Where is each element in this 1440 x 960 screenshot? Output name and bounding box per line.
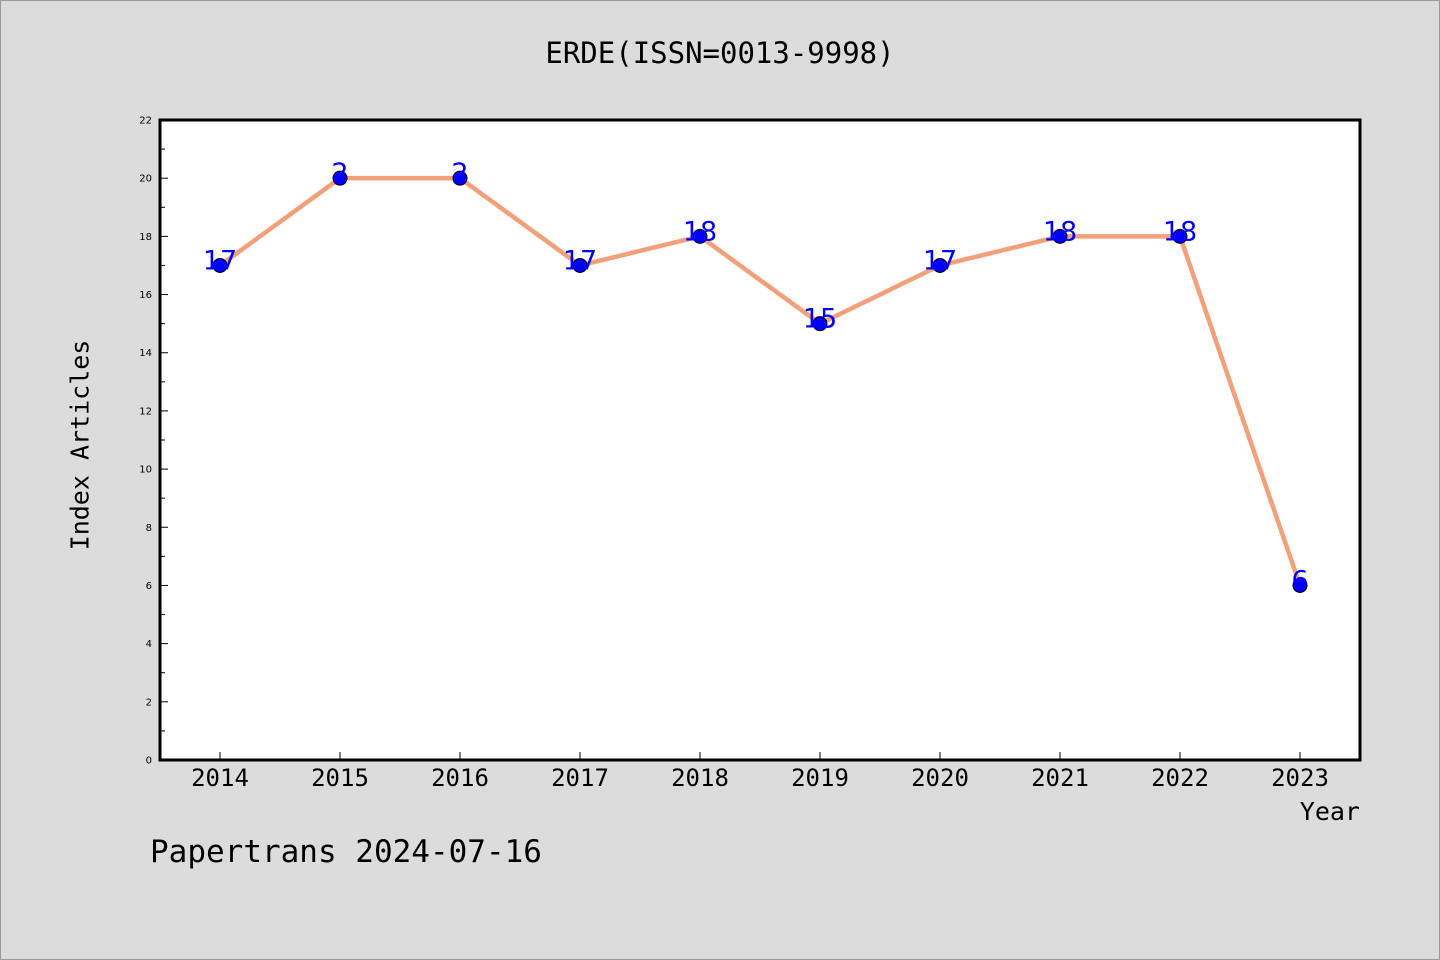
y-tick-label: 0 <box>146 756 152 767</box>
data-point <box>1292 577 1308 593</box>
y-tick-label: 4 <box>146 639 152 650</box>
x-tick-label: 2018 <box>671 764 729 792</box>
data-label: 17 <box>923 245 957 276</box>
data-point <box>572 257 588 273</box>
data-label: 2 <box>331 158 348 189</box>
y-tick-label: 10 <box>139 465 152 476</box>
y-tick-label: 20 <box>139 174 152 185</box>
data-point <box>812 316 828 332</box>
data-label: 18 <box>1043 216 1077 247</box>
data-label: 18 <box>1163 216 1197 247</box>
x-tick-label: 2023 <box>1271 764 1329 792</box>
x-tick-label: 2019 <box>791 764 849 792</box>
data-point <box>212 257 228 273</box>
y-tick-label: 12 <box>139 406 152 417</box>
data-label: 15 <box>803 304 837 335</box>
data-point <box>1172 228 1188 244</box>
y-tick-label: 8 <box>146 523 152 534</box>
x-tick-label: 2021 <box>1031 764 1089 792</box>
series-line <box>218 175 1303 587</box>
data-point <box>452 170 468 186</box>
data-point <box>692 228 708 244</box>
chart-title: ERDE(ISSN=0013-9998) <box>545 36 895 70</box>
data-label: 17 <box>563 245 597 276</box>
y-tick-label: 16 <box>139 290 152 301</box>
x-axis-label: Year <box>1299 797 1360 826</box>
y-tick-label: 2 <box>146 697 152 708</box>
data-point <box>932 257 948 273</box>
data-label: 18 <box>683 216 717 247</box>
data-label: 2 <box>451 158 468 189</box>
y-tick-label: 6 <box>146 581 152 592</box>
data-point <box>1052 228 1068 244</box>
plot-area <box>160 120 1360 760</box>
x-tick-label: 2022 <box>1151 764 1209 792</box>
y-tick-label: 18 <box>139 232 152 243</box>
plot-border <box>158 118 1362 762</box>
x-tick-label: 2016 <box>431 764 489 792</box>
x-tick-label: 2020 <box>911 764 969 792</box>
data-label: 6 <box>1291 565 1308 596</box>
x-tick-label: 2014 <box>191 764 249 792</box>
data-label: 17 <box>203 245 237 276</box>
y-tick-label: 22 <box>139 116 152 127</box>
footer-text: Papertrans 2024-07-16 <box>150 834 542 870</box>
x-tick-label: 2017 <box>551 764 609 792</box>
data-point <box>332 170 348 186</box>
x-tick-label: 2015 <box>311 764 369 792</box>
y-tick-label: 14 <box>139 348 152 359</box>
